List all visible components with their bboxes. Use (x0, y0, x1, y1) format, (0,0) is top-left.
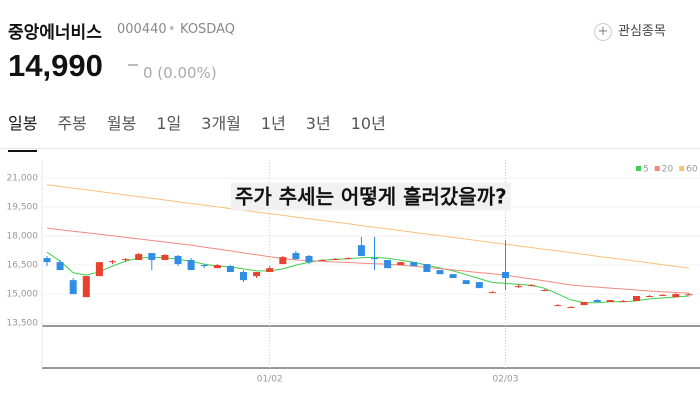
candle-body (69, 280, 77, 295)
moving-average-line (46, 184, 689, 269)
candle-body (200, 265, 208, 267)
candle-body (423, 264, 431, 273)
candle-body (318, 260, 326, 262)
candle-body (410, 262, 418, 267)
candle-body (357, 245, 365, 256)
candle-body (619, 301, 627, 303)
candle-body (515, 286, 523, 288)
legend-swatch (636, 166, 641, 171)
y-tick-label: 18,000 (7, 232, 39, 242)
candle-body (659, 295, 667, 297)
watchlist-label: 관심종목 (618, 24, 666, 39)
candle-body (253, 272, 261, 277)
watchlist-button[interactable]: + 관심종목 (594, 20, 666, 41)
candle-body (56, 262, 64, 271)
candle-body (43, 258, 51, 263)
divider (0, 148, 700, 149)
candle-body (213, 265, 221, 269)
candle-body (109, 261, 116, 263)
period-tab[interactable]: 주봉 (57, 114, 87, 133)
separator: • (168, 22, 176, 37)
price: 14,990 (8, 48, 103, 83)
period-tab[interactable]: 1일 (156, 114, 182, 133)
market: KOSDAQ (180, 22, 235, 37)
legend-swatch (654, 166, 660, 171)
x-tick-label: 02/03 (493, 375, 519, 385)
candle-body (554, 305, 562, 307)
stock-name: 중앙에너비스 (8, 23, 102, 43)
candle-body (488, 292, 496, 294)
candle-body (371, 258, 378, 260)
legend: 5 20 60 (636, 165, 698, 175)
candle-body (502, 272, 509, 279)
candle-body (397, 262, 405, 266)
stock-code: 000440 (117, 22, 167, 37)
candle-body (122, 259, 130, 261)
candle-body (266, 268, 274, 273)
candle-body (187, 260, 195, 271)
y-tick-label: 16,500 (7, 261, 39, 271)
y-tick-label: 19,500 (7, 203, 39, 213)
candle-body (606, 300, 614, 303)
period-tab[interactable]: 일봉 (8, 110, 38, 152)
candle-body (95, 262, 103, 277)
candle-body (672, 294, 680, 298)
candle-body (240, 272, 247, 281)
candle-body (161, 254, 169, 261)
candle-body (580, 302, 588, 306)
moving-average-line (46, 251, 689, 304)
period-tab[interactable]: 1년 (260, 114, 286, 133)
price-change: 0 (0.00%) (143, 64, 217, 82)
candle-body (135, 254, 143, 261)
x-tick-label: 01/02 (257, 375, 283, 385)
candle-body (567, 307, 575, 309)
y-tick-label: 15,000 (7, 290, 39, 300)
candle-body (331, 259, 339, 261)
candle-body (82, 276, 90, 298)
plus-icon: + (594, 23, 612, 41)
candle-body (528, 285, 536, 287)
moving-average-line (46, 227, 689, 294)
candle-body (305, 255, 313, 263)
period-tab[interactable]: 3년 (305, 114, 331, 133)
legend-label: 5 (643, 165, 649, 175)
candle-body (462, 280, 470, 285)
period-tab[interactable]: 월봉 (106, 114, 137, 133)
candle-body (646, 296, 654, 298)
legend-label: 20 (662, 165, 674, 175)
period-tab[interactable]: 3개월 (201, 114, 241, 133)
annotation-background (231, 182, 511, 211)
candle-body (279, 257, 287, 265)
candle-body (174, 255, 182, 265)
y-tick-label: 21,000 (7, 173, 39, 183)
candle-body (344, 258, 352, 260)
y-tick-label: 13,500 (7, 319, 39, 329)
candle-body (226, 266, 234, 273)
candle-body (633, 296, 640, 302)
candle-body (685, 294, 693, 296)
legend-label: 60 (686, 165, 698, 175)
candle-body (384, 260, 392, 269)
candle-body (541, 290, 549, 292)
legend-swatch (679, 166, 685, 171)
candle-body (475, 282, 483, 289)
candle-body (593, 300, 601, 303)
candle-body (292, 253, 300, 260)
period-tab[interactable]: 10년 (350, 114, 386, 133)
candle-body (148, 253, 156, 261)
flat-icon (128, 64, 138, 66)
period-tabs: 일봉 주봉 월봉 1일 3개월 1년 3년 10년 (0, 110, 398, 152)
candle-body (449, 274, 457, 279)
candle-body (436, 270, 444, 275)
annotation: 주가 추세는 어떻게 흘러갔을까? (235, 185, 507, 209)
